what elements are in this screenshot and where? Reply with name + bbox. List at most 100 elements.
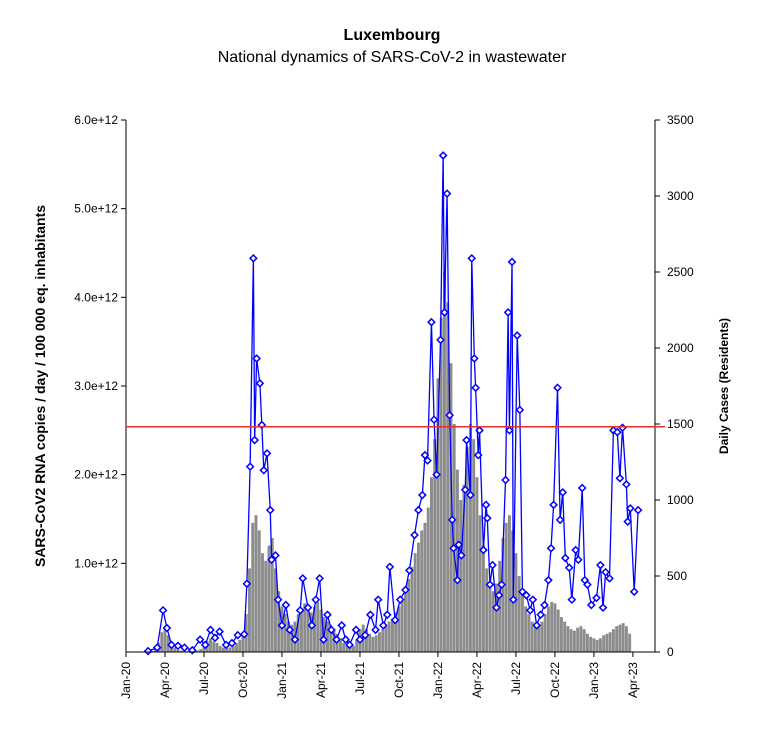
x-tick-label: Apr-21 [314,662,328,698]
marker [481,500,491,510]
y2-tick-label: 2500 [667,265,694,279]
bar [270,538,274,652]
line [147,155,639,652]
marker [558,488,568,497]
marker [162,623,172,633]
bar [481,545,485,652]
marker [505,425,514,435]
bar [166,635,170,652]
bar [283,614,287,652]
x-tick-label: Apr-23 [626,662,640,698]
marker [592,593,601,603]
marker [629,587,639,597]
bar [381,629,385,652]
bar [241,633,245,652]
bar [231,645,235,652]
marker [373,595,383,605]
marker [442,189,452,198]
marker [560,553,570,563]
bar [579,626,583,652]
bar [465,446,469,652]
marker [596,560,605,570]
bar [261,553,264,652]
bar [429,477,433,652]
bar [329,624,333,652]
bar [420,530,424,652]
bar [403,588,407,652]
marker [512,331,522,340]
x-tick-label: Apr-22 [470,662,484,698]
marker [417,490,427,500]
bar [371,636,375,652]
x-tick-label: Jan-23 [587,662,601,699]
bar [553,603,557,652]
marker [420,450,430,460]
y-tick-label: 2.0e+12 [74,468,118,482]
bar [342,642,346,652]
marker [605,574,614,583]
bar [446,302,450,652]
marker [567,595,577,605]
x-tick-label: Oct-21 [392,662,406,698]
marker [440,308,449,317]
marker [553,383,562,393]
marker [449,543,458,553]
marker [242,579,252,589]
bar [559,617,563,652]
marker [404,566,414,575]
bar [248,568,251,652]
marker [332,635,341,644]
bar [416,542,420,652]
marker [466,490,475,500]
marker [382,610,392,620]
bar [264,560,268,652]
marker [319,635,328,644]
marker [311,595,321,605]
marker [615,473,625,483]
bar [530,621,534,652]
y-tick-label: 5.0e+12 [74,202,118,216]
bar [413,553,417,652]
bar [589,636,593,652]
x-tick-label: Oct-20 [236,662,250,698]
bar [556,609,560,652]
marker [239,629,249,639]
marker [479,545,488,555]
marker [341,635,351,644]
chart-subtitle: National dynamics of SARS-CoV-2 in waste… [218,49,567,66]
marker [273,595,283,605]
y-tick-label: 3.0e+12 [74,379,118,393]
marker [549,500,558,510]
marker [337,621,347,630]
bar [338,638,342,652]
bar [300,609,303,652]
marker [625,503,635,513]
marker [507,257,517,267]
marker [432,470,442,480]
bar [504,522,508,652]
y2-axis-label: Daily Cases (Residents) [717,318,731,454]
bar [520,594,524,652]
marker [233,630,243,640]
marker [475,425,484,435]
marker [598,603,608,613]
marker [571,545,581,555]
marker [295,605,305,615]
bar [598,638,602,652]
marker [521,590,531,600]
marker [515,405,525,415]
marker [245,462,255,472]
bar [611,629,615,652]
marker [427,317,436,327]
marker [271,550,280,560]
marker [255,378,265,388]
marker [414,505,423,515]
bar [540,621,544,652]
bar [517,576,521,652]
y-tick-label: 6.0e+12 [74,113,118,127]
marker [447,515,457,525]
bar [550,601,554,652]
bar [426,507,430,652]
bar [582,629,586,652]
bar [546,606,550,652]
